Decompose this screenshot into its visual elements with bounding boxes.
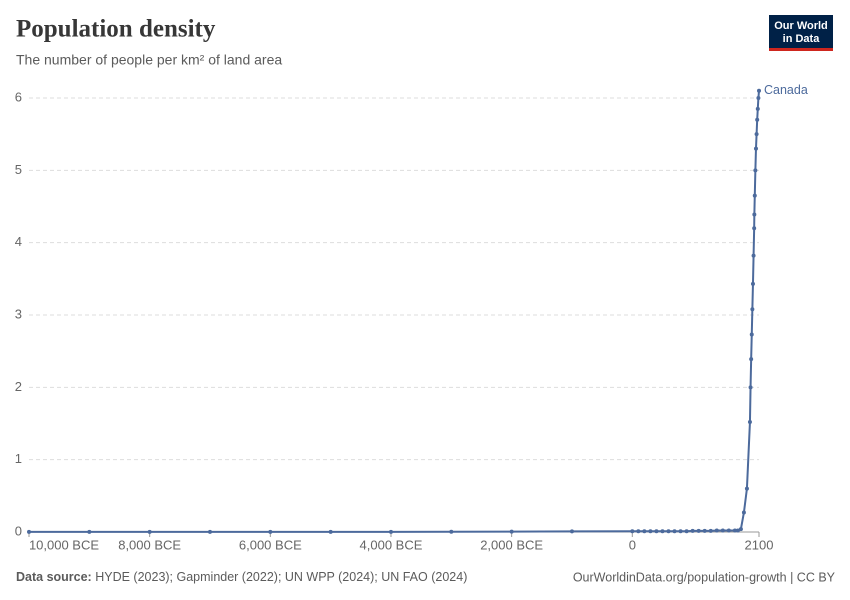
y-tick-label: 2 [15, 379, 22, 394]
data-point [660, 529, 665, 534]
y-tick-label: 3 [15, 306, 22, 321]
data-point [750, 281, 755, 286]
y-tick-label: 0 [15, 523, 22, 538]
data-point [753, 168, 758, 173]
data-point [732, 528, 737, 533]
data-point [744, 486, 749, 491]
data-point [714, 528, 719, 533]
y-tick-label: 4 [15, 234, 22, 249]
chart-title: Population density [16, 16, 216, 43]
x-tick-label: 10,000 BCE [29, 537, 99, 552]
data-point [753, 146, 758, 151]
data-point [708, 528, 713, 533]
x-tick-label: 2100 [745, 537, 774, 552]
data-point [696, 528, 701, 533]
data-point [756, 96, 761, 100]
data-point [750, 307, 755, 312]
data-point [684, 529, 689, 534]
x-tick-label: 8,000 BCE [118, 537, 181, 552]
data-point [449, 529, 454, 534]
series-line [29, 90, 760, 533]
data-point [735, 528, 740, 533]
data-point [757, 88, 761, 93]
logo-bar [769, 48, 833, 51]
data-point [678, 529, 683, 534]
data-point [738, 527, 743, 532]
data-point [147, 529, 152, 534]
data-point [751, 253, 756, 258]
data-point [754, 132, 759, 137]
data-point [749, 357, 754, 362]
data-point [509, 529, 514, 534]
data-point [755, 117, 760, 122]
footer-link[interactable]: OurWorldinData.org/population-growth | C… [573, 570, 836, 584]
data-point [702, 528, 707, 533]
source-label: Data source: [16, 570, 92, 584]
chart-subtitle: The number of people per km² of land are… [16, 52, 282, 68]
data-point [569, 529, 574, 534]
data-point [268, 529, 273, 534]
data-point [328, 529, 333, 534]
data-point [752, 212, 757, 217]
data-point [747, 420, 752, 425]
data-point [690, 528, 695, 533]
data-point [672, 529, 677, 534]
data-point [752, 193, 757, 198]
x-tick-label: 0 [629, 537, 636, 552]
data-point [755, 106, 760, 111]
data-point [27, 529, 31, 534]
logo-text: in Data [783, 33, 821, 45]
x-tick-label: 2,000 BCE [480, 537, 543, 552]
data-point [748, 385, 753, 390]
y-tick-label: 1 [15, 451, 22, 466]
source-text: HYDE (2023); Gapminder (2022); UN WPP (2… [95, 570, 467, 584]
source: Data source: HYDE (2023); Gapminder (202… [16, 570, 467, 584]
data-point [388, 529, 393, 534]
y-tick-label: 6 [15, 89, 22, 104]
data-point [726, 528, 731, 533]
data-point [720, 528, 725, 533]
data-point [654, 529, 659, 534]
logo-text: Our World [774, 20, 828, 32]
y-tick-label: 5 [15, 162, 22, 177]
data-point [642, 529, 647, 534]
data-point [636, 529, 641, 534]
data-point [752, 226, 757, 231]
series-label: Canada [764, 83, 808, 97]
data-point [87, 529, 92, 534]
x-tick-label: 6,000 BCE [239, 537, 302, 552]
data-point [207, 529, 212, 534]
data-point [666, 529, 671, 534]
data-point [741, 510, 746, 515]
logo-box [769, 15, 833, 50]
data-point [630, 529, 635, 534]
data-point [749, 332, 754, 337]
data-point [648, 529, 653, 534]
x-tick-label: 4,000 BCE [360, 537, 423, 552]
